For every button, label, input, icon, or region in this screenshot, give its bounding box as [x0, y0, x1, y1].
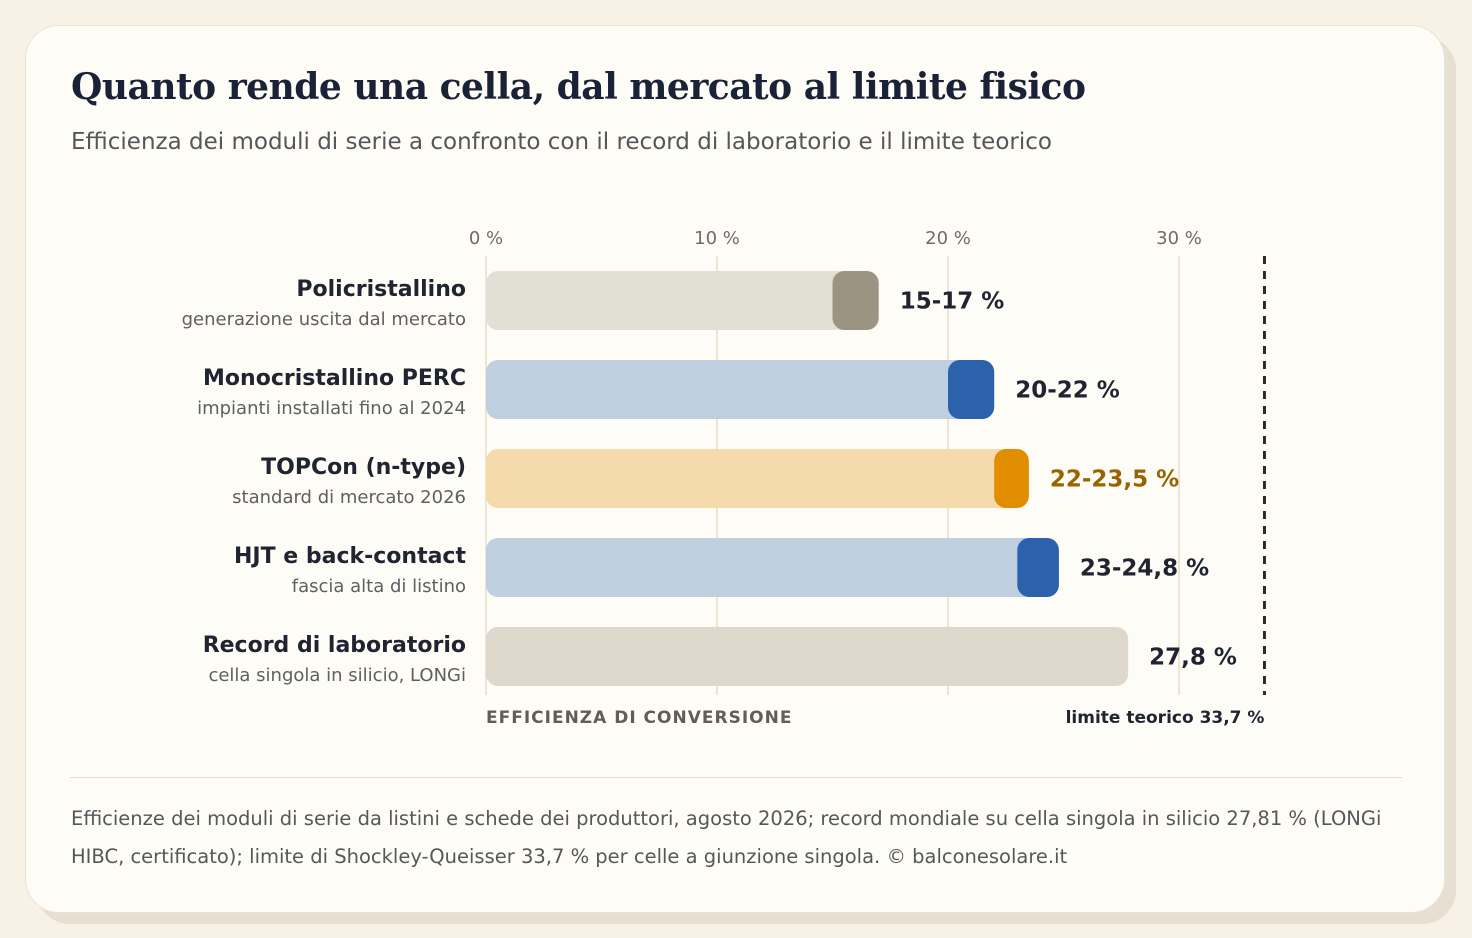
chart-subtitle: Efficienza dei moduli di serie a confron… [71, 129, 1052, 155]
category-name: HJT e back-contact [234, 544, 466, 569]
bar [486, 538, 1059, 597]
chart-title: Quanto rende una cella, dal mercato al l… [71, 66, 1086, 108]
bar-value-label: 22-23,5 % [1050, 467, 1179, 493]
bar-value-label: 15-17 % [900, 289, 1005, 315]
bar [486, 360, 995, 419]
category-note: cella singola in silicio, LONGi [208, 665, 466, 686]
x-tick-label: 10 % [694, 228, 740, 249]
bar [486, 271, 879, 330]
x-axis-ticks: 0 % 10 % 20 % 30 % [469, 228, 1202, 249]
category-note: impianti installati fino al 2024 [197, 398, 466, 419]
bar [486, 627, 1129, 686]
bar-range [948, 360, 995, 419]
bar-value-label: 27,8 % [1149, 645, 1237, 671]
category-note: fascia alta di listino [292, 576, 466, 597]
bar-range [832, 271, 879, 330]
bar-value-label: 23-24,8 % [1080, 556, 1209, 582]
x-tick-label: 30 % [1156, 228, 1202, 249]
bars: 15-17 % 20-22 % 22-23,5 % 23-24,8 % 27,8 % [486, 271, 1237, 686]
x-tick-label: 0 % [469, 228, 503, 249]
footer-divider [70, 777, 1402, 778]
category-note: generazione uscita dal mercato [182, 309, 466, 330]
category-labels: Policristallino generazione uscita dal me… [182, 277, 467, 686]
limit-label: limite teorico 33,7 % [1066, 708, 1265, 728]
bar [486, 449, 1029, 508]
bar-value-label: 20-22 % [1015, 378, 1120, 404]
category-name: Monocristallino PERC [203, 366, 466, 391]
source-note: Efficienze dei moduli di serie da listin… [71, 807, 1382, 868]
x-axis-title: EFFICIENZA DI CONVERSIONE [486, 708, 792, 728]
bar-range [994, 449, 1029, 508]
category-name: TOPCon (n-type) [261, 455, 466, 480]
category-note: standard di mercato 2026 [232, 487, 466, 508]
category-name: Policristallino [296, 277, 466, 302]
category-name: Record di laboratorio [203, 633, 466, 658]
theoretical-limit: limite teorico 33,7 % [1066, 256, 1266, 728]
x-tick-label: 20 % [925, 228, 971, 249]
bar-range [1017, 538, 1059, 597]
